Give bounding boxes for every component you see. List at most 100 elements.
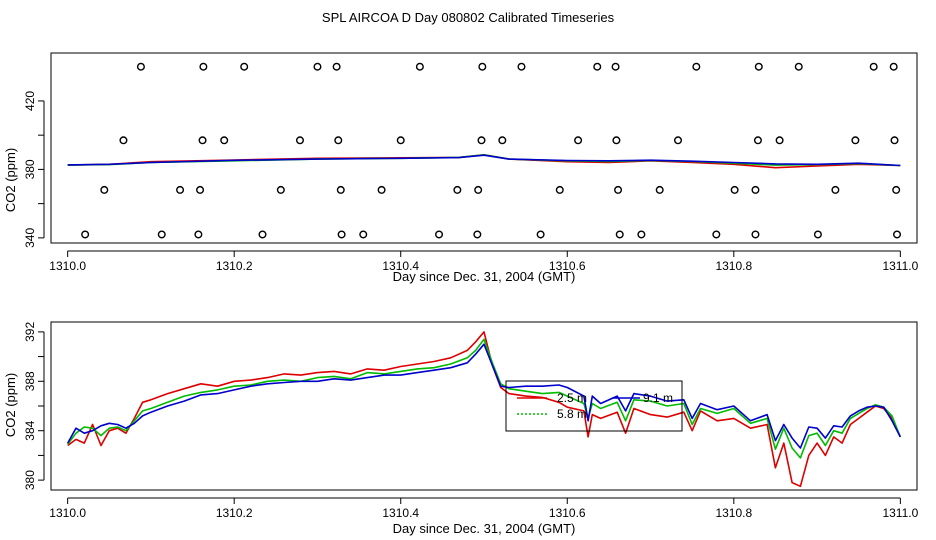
circle-point	[655, 185, 664, 194]
circle-point	[555, 185, 564, 194]
circle-point	[194, 230, 203, 239]
circle-point	[196, 185, 205, 194]
circle-point	[337, 230, 346, 239]
circle-point	[751, 185, 760, 194]
circle-point	[593, 62, 602, 71]
top-series-lines	[67, 154, 901, 169]
circle-point	[890, 136, 899, 145]
circle-point	[477, 136, 486, 145]
circle-point	[334, 136, 343, 145]
circle-point	[100, 185, 109, 194]
circle-point	[754, 62, 763, 71]
series-line-9.1m	[67, 154, 901, 167]
circle-point	[869, 62, 878, 71]
circle-point	[712, 230, 721, 239]
y-tick-label: 388	[23, 371, 37, 391]
circle-point	[851, 136, 860, 145]
circle-point	[517, 62, 526, 71]
circle-point	[536, 230, 545, 239]
top-circle-points	[81, 62, 902, 239]
circle-point	[615, 230, 624, 239]
circle-point	[453, 185, 462, 194]
series-line-2.5m	[67, 331, 902, 488]
top-y-axis-label: CO2 (ppm)	[3, 148, 18, 212]
y-tick-label: 380	[23, 159, 37, 179]
circle-point	[893, 230, 902, 239]
bottom-panel: 1310.0 1310.2 1310.4 1310.6 1310.8 1311.0 380…	[3, 321, 919, 536]
figure-title: SPL AIRCOA D Day 080802 Calibrated Times…	[322, 10, 615, 25]
circle-point	[136, 62, 145, 71]
series-line-5.8m	[67, 338, 902, 459]
bottom-x-axis-label: Day since Dec. 31, 2004 (GMT)	[393, 521, 576, 536]
bottom-panel-frame	[50, 321, 918, 491]
x-tick-label: 1310.6	[549, 506, 586, 520]
legend-label-9.1m: 9.1 m	[643, 391, 673, 405]
circle-point	[377, 185, 386, 194]
bottom-series-lines	[67, 331, 902, 488]
circle-point	[637, 230, 646, 239]
circle-point	[498, 136, 507, 145]
circle-point	[359, 230, 368, 239]
circle-point	[775, 136, 784, 145]
circle-point	[396, 136, 405, 145]
circle-point	[313, 62, 322, 71]
x-tick-label: 1310.2	[216, 259, 253, 273]
y-tick-label: 380	[23, 470, 37, 490]
y-tick-label: 384	[23, 420, 37, 440]
x-tick-label: 1310.0	[49, 259, 86, 273]
circle-point	[473, 230, 482, 239]
x-tick-label: 1311.0	[882, 259, 918, 273]
y-tick-label: 392	[23, 322, 37, 342]
circle-point	[415, 62, 424, 71]
y-tick-label: 420	[23, 91, 37, 111]
circle-point	[892, 185, 901, 194]
circle-point	[611, 62, 620, 71]
circle-point	[612, 136, 621, 145]
x-tick-label: 1310.4	[382, 259, 419, 273]
circle-point	[692, 62, 701, 71]
circle-point	[220, 136, 229, 145]
x-tick-label: 1310.0	[49, 506, 86, 520]
circle-point	[614, 185, 623, 194]
legend-label-2.5m: 2.5 m	[557, 391, 587, 405]
top-x-axis: 1310.0 1310.2 1310.4 1310.6 1310.8 1311.0	[49, 250, 919, 273]
circle-point	[198, 136, 207, 145]
y-tick-label: 340	[23, 228, 37, 248]
x-tick-label: 1310.8	[715, 259, 752, 273]
series-line-9.1m	[67, 343, 902, 449]
circle-point	[574, 136, 583, 145]
circle-point	[240, 62, 249, 71]
x-tick-label: 1311.0	[882, 506, 918, 520]
top-panel: 1310.0 1310.2 1310.4 1310.6 1310.8 1311.0 340…	[3, 52, 919, 284]
circle-point	[157, 230, 166, 239]
circle-point	[435, 230, 444, 239]
top-x-axis-label: Day since Dec. 31, 2004 (GMT)	[393, 269, 576, 284]
circle-point	[889, 62, 898, 71]
circle-point	[474, 185, 483, 194]
bottom-x-axis: 1310.0 1310.2 1310.4 1310.6 1310.8 1311.0	[49, 497, 919, 520]
circle-point	[753, 136, 762, 145]
bottom-y-axis-label: CO2 (ppm)	[3, 373, 18, 437]
bottom-y-axis: 380 384 388 392	[23, 322, 45, 490]
circle-point	[794, 62, 803, 71]
circle-point	[332, 62, 341, 71]
circle-point	[730, 185, 739, 194]
legend: 2.5 m 5.8 m 9.1 m	[505, 380, 683, 432]
top-panel-frame	[50, 52, 918, 244]
circle-point	[176, 185, 185, 194]
circle-point	[813, 230, 822, 239]
circle-point	[199, 62, 208, 71]
circle-point	[119, 136, 128, 145]
legend-box	[505, 380, 683, 432]
circle-point	[751, 230, 760, 239]
circle-point	[831, 185, 840, 194]
circle-point	[674, 136, 683, 145]
top-y-axis: 340 380 420	[23, 91, 45, 248]
legend-label-5.8m: 5.8 m	[557, 407, 587, 421]
x-tick-label: 1310.2	[216, 506, 253, 520]
circle-point	[336, 185, 345, 194]
circle-point	[478, 62, 487, 71]
x-tick-label: 1310.8	[715, 506, 752, 520]
